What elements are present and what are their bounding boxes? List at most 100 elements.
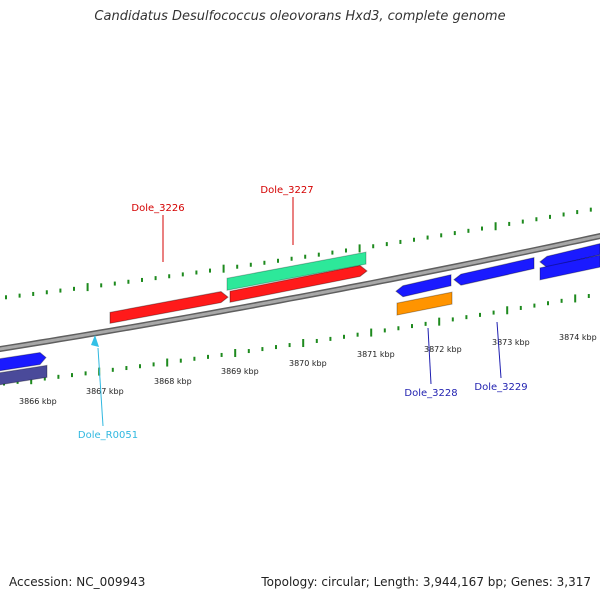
inner-scale-tick [302, 339, 305, 348]
outer-scale-tick [209, 268, 211, 273]
inner-scale-tick [506, 306, 509, 315]
outer-scale-tick [521, 219, 524, 224]
outer-scale-tick [549, 214, 551, 219]
inner-scale-tick [139, 364, 141, 369]
inner-scale-tick [329, 336, 332, 341]
outer-scale-tick [331, 250, 334, 255]
leader-line [97, 347, 104, 427]
inner-scale-tick [84, 371, 87, 376]
outer-scale-tick [589, 207, 592, 212]
inner-scale-tick [587, 294, 590, 299]
scale-label: 3868 kbp [154, 377, 192, 386]
genome-backbone-highlight [0, 234, 600, 351]
outer-scale-tick [222, 264, 225, 273]
leader-line [427, 327, 432, 385]
inner-scale-tick [574, 294, 577, 303]
rna-marker [91, 335, 99, 347]
inner-scale-tick [315, 338, 318, 343]
inner-scale-tick [193, 356, 196, 361]
inner-scale-tick [465, 315, 468, 320]
outer-scale-tick [73, 286, 75, 291]
inner-scale-tick [424, 321, 427, 326]
outer-scale-tick [494, 222, 497, 231]
gene-label: Dole_3228 [404, 388, 457, 399]
inner-scale-tick [397, 326, 400, 331]
inner-scale-tick [57, 374, 60, 379]
inner-scale-tick [30, 376, 33, 385]
scale-label: 3870 kbp [289, 359, 327, 368]
outer-scale-tick [236, 264, 239, 269]
inner-scale-tick [43, 376, 46, 381]
outer-scale-tick [413, 237, 415, 242]
outer-scale-tick [168, 274, 171, 279]
scale-label: 3869 kbp [221, 367, 259, 376]
outer-scale-tick [426, 235, 429, 240]
outer-scale-tick [467, 228, 470, 233]
inner-scale-tick [438, 317, 441, 326]
outer-scale-tick [440, 233, 443, 238]
inner-scale-tick [207, 354, 209, 359]
outer-scale-tick [535, 217, 538, 222]
outer-scale-tick [141, 277, 143, 282]
gene-arrow-blue-right [539, 243, 600, 268]
inner-scale-tick [411, 324, 413, 329]
inner-scale-tick [261, 347, 264, 352]
inner-scale-tick [179, 358, 182, 363]
inner-scale-tick [343, 334, 345, 339]
genome-summary: Topology: circular; Length: 3,944,167 bp… [261, 575, 591, 589]
gene-label: Dole_3229 [474, 382, 527, 393]
inner-scale-tick [492, 310, 495, 315]
inner-scale-tick [234, 349, 237, 358]
leader-line [496, 321, 502, 379]
inner-scale-tick [71, 373, 73, 378]
outer-scale-tick [399, 239, 402, 244]
inner-scale-tick [288, 343, 291, 348]
inner-scale-tick [356, 332, 359, 337]
inner-scale-tick [152, 362, 155, 367]
outer-scale-tick [304, 254, 307, 259]
outer-scale-tick [32, 291, 35, 296]
outer-scale-tick [290, 256, 293, 261]
accession-label: Accession: NC_009943 [9, 575, 146, 589]
outer-scale-tick [317, 252, 320, 257]
gene-arrow-dole-3229 [453, 257, 535, 286]
scale-label: 3874 kbp [559, 333, 597, 342]
outer-scale-tick [453, 231, 456, 236]
gene-bar-orange [396, 291, 453, 316]
outer-scale-tick [45, 290, 48, 295]
outer-scale-tick [562, 212, 565, 217]
gene-arrow-dole-3227 [229, 264, 368, 303]
scale-label: 3866 kbp [19, 397, 57, 406]
gene-arrow-dole-3228 [395, 274, 452, 298]
outer-scale-tick [263, 260, 266, 265]
gene-bar-blue-right [539, 254, 600, 281]
outer-scale-tick [372, 244, 375, 249]
outer-scale-tick [576, 210, 579, 215]
scale-label: 3867 kbp [86, 387, 124, 396]
gene-bar-teal [226, 251, 367, 291]
gene-label: Dole_3226 [131, 203, 184, 214]
outer-scale-tick [86, 283, 89, 292]
outer-scale-tick [59, 288, 62, 293]
inner-scale-tick [166, 358, 169, 367]
inner-scale-tick [220, 352, 223, 357]
gene-bar-navy-left [0, 364, 48, 386]
inner-scale-tick [479, 312, 481, 317]
outer-scale-tick [18, 293, 21, 298]
outer-scale-tick [100, 283, 103, 288]
outer-scale-tick [277, 258, 279, 263]
gene-arrow-blue-left [0, 351, 47, 372]
inner-scale-tick [547, 301, 549, 306]
inner-scale-tick [560, 298, 563, 303]
inner-scale-tick [370, 328, 373, 337]
outer-scale-tick [5, 295, 7, 300]
inner-scale-tick [247, 349, 250, 354]
inner-scale-tick [125, 366, 128, 371]
outer-scale-tick [358, 244, 361, 253]
inner-scale-tick [383, 328, 386, 333]
outer-scale-tick [181, 272, 184, 277]
outer-scale-tick [481, 226, 483, 231]
gene-label: Dole_3227 [260, 185, 313, 196]
inner-scale-tick [533, 303, 536, 308]
